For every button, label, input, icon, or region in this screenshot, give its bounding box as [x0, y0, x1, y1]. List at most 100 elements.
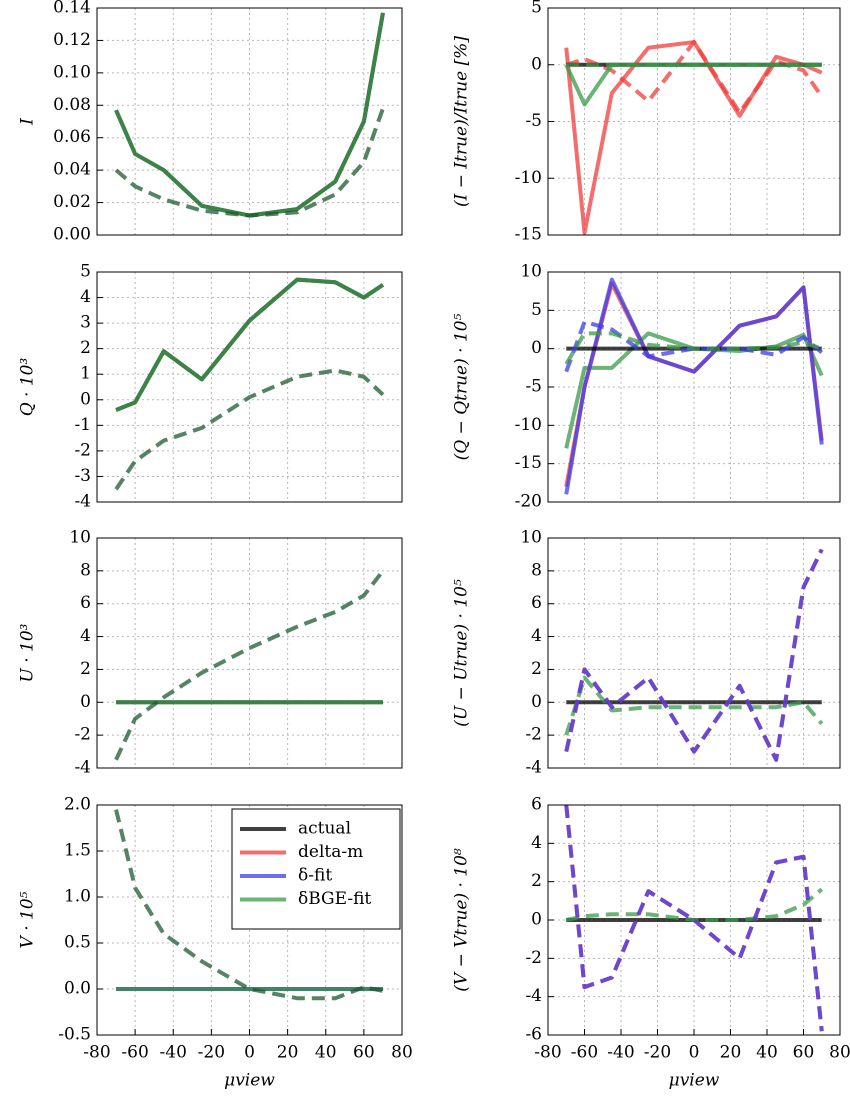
- series-line: [114, 569, 385, 761]
- y-tick-label: -0.5: [58, 1025, 91, 1045]
- y-tick-label: -1: [74, 415, 91, 435]
- y-tick-label: 0.10: [53, 62, 91, 82]
- y-tick-label: 0.5: [64, 933, 91, 953]
- axes-frame: [96, 7, 403, 236]
- x-tick-label: 80: [829, 1043, 850, 1063]
- y-tick-label: 0.06: [53, 127, 91, 147]
- y-tick-label: 0: [531, 692, 542, 712]
- y-tick-label: -2: [525, 725, 542, 745]
- y-tick-label: 8: [80, 560, 91, 580]
- y-tick-label: 4: [531, 833, 542, 853]
- y-tick-label: -15: [515, 225, 542, 245]
- y-tick-label: 5: [80, 262, 91, 282]
- y-tick-label: -20: [515, 492, 542, 512]
- x-tick-label: 60: [353, 1043, 375, 1063]
- y-tick-label: 0: [80, 692, 91, 712]
- y-tick-label: 10: [69, 528, 91, 548]
- y-tick-label: 6: [531, 795, 542, 815]
- panel: 0.00 0.02 0.04 0.06 0.08 0.10 0.12 0.14 I: [18, 0, 403, 245]
- axes-frame: [547, 271, 841, 503]
- panel: -4 -3 -2 -1 0 1 2 3 4 5 Q · 10³: [18, 262, 403, 512]
- y-tick-label: -15: [515, 453, 542, 473]
- series-line: [564, 548, 824, 762]
- y-axis-label: V · 10⁵: [18, 891, 38, 948]
- y-tick-label: -4: [525, 986, 542, 1006]
- y-axis-label: U · 10³: [18, 623, 38, 682]
- legend-label: actual: [298, 819, 351, 839]
- y-tick-label: 0.00: [53, 225, 91, 245]
- y-tick-label: -5: [525, 377, 542, 397]
- y-axis-label: (I − Itrue)/Itrue [%]: [452, 36, 472, 207]
- x-axis-label: μview: [224, 1071, 275, 1091]
- y-tick-label: 3: [80, 313, 91, 333]
- y-tick-label: 0: [80, 389, 91, 409]
- axes-frame: [547, 537, 841, 769]
- y-tick-label: 10: [520, 262, 542, 282]
- series-line: [114, 809, 384, 1001]
- series-line: [565, 887, 824, 922]
- series-line: [564, 675, 824, 736]
- x-tick-label: -40: [607, 1043, 634, 1063]
- y-axis-label: (U − Utrue) · 10⁵: [452, 579, 472, 727]
- legend-label: delta-m: [298, 842, 363, 862]
- series-line: [115, 277, 385, 412]
- axes-frame: [96, 537, 403, 769]
- y-tick-label: -10: [515, 415, 542, 435]
- panel: -4 -2 0 2 4 6 8 10 U · 10³: [18, 528, 403, 778]
- y-tick-label: 6: [531, 593, 542, 613]
- y-tick-label: 2: [80, 659, 91, 679]
- x-tick-label: 20: [720, 1043, 742, 1063]
- y-tick-label: 5: [531, 300, 542, 320]
- legend-label: δBGE-fit: [298, 889, 371, 909]
- y-tick-label: 0.12: [53, 30, 91, 50]
- y-tick-label: 4: [80, 626, 91, 646]
- series-line: [564, 805, 824, 1032]
- y-tick-label: -2: [525, 948, 542, 968]
- y-tick-label: 0.02: [53, 192, 91, 212]
- series-line: [564, 319, 824, 373]
- x-tick-label: -80: [83, 1043, 110, 1063]
- x-tick-label: -40: [160, 1043, 187, 1063]
- y-tick-label: 10: [520, 528, 542, 548]
- y-tick-label: 1: [80, 364, 91, 384]
- x-tick-label: 60: [793, 1043, 815, 1063]
- y-tick-label: 8: [531, 560, 542, 580]
- y-tick-label: 0: [531, 910, 542, 930]
- x-tick-label: 20: [277, 1043, 299, 1063]
- axes-frame: [96, 804, 403, 1036]
- y-axis-label: (Q − Qtrue) · 10⁵: [452, 313, 472, 460]
- panel: -4 -2 0 2 4 6 8 10 (U − Utrue) · 10⁵: [452, 528, 841, 778]
- y-tick-label: 4: [80, 287, 91, 307]
- series-line: [115, 277, 385, 412]
- series-line: [114, 368, 385, 491]
- y-tick-label: -4: [525, 758, 542, 778]
- x-tick-label: -80: [534, 1043, 561, 1063]
- y-tick-label: 2: [80, 338, 91, 358]
- x-axis-label: μview: [669, 1071, 720, 1091]
- panel: -0.5 0.0 0.5 1.0 1.5 2.0 -80 -60 -40 -20 0 20 40 60 80…: [18, 795, 413, 1091]
- y-tick-label: -6: [525, 1025, 542, 1045]
- y-tick-label: 0.0: [64, 979, 91, 999]
- y-tick-label: -4: [74, 758, 91, 778]
- axes-frame: [96, 271, 403, 503]
- x-tick-label: 0: [689, 1043, 700, 1063]
- x-tick-label: -20: [644, 1043, 671, 1063]
- legend-label: δ-fit: [298, 866, 332, 886]
- panel: -20 -15 -10 -5 0 5 10 (Q − Qtrue) · 10⁵: [452, 262, 841, 512]
- y-axis-label: Q · 10³: [18, 358, 38, 417]
- axes-frame: [547, 804, 841, 1036]
- y-tick-label: 0: [531, 54, 542, 74]
- axes-frame: [547, 7, 841, 236]
- x-tick-label: 40: [756, 1043, 778, 1063]
- y-tick-label: 4: [531, 626, 542, 646]
- series-line: [564, 277, 824, 495]
- y-tick-label: 6: [80, 593, 91, 613]
- y-tick-label: 5: [531, 0, 542, 18]
- y-tick-label: 0: [531, 338, 542, 358]
- y-tick-label: -4: [74, 492, 91, 512]
- y-tick-label: -10: [515, 168, 542, 188]
- y-tick-label: 0.14: [53, 0, 91, 18]
- y-tick-label: -2: [74, 440, 91, 460]
